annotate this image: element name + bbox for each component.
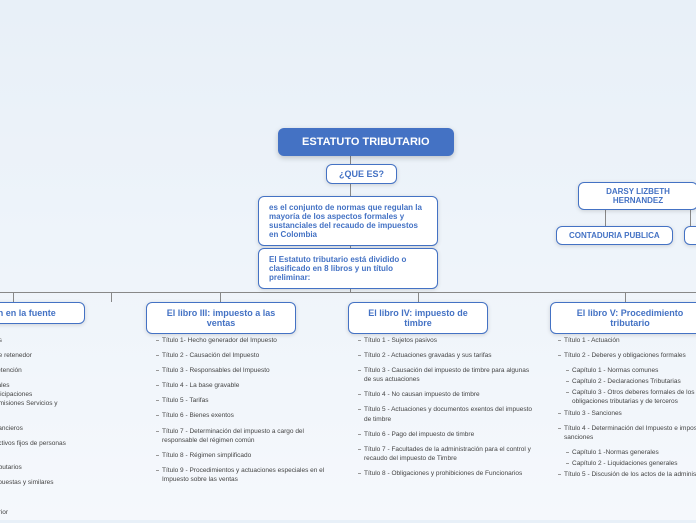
contaduria-box: CONTADURIA PUBLICA xyxy=(556,226,673,245)
lib4-items: Título 1 - Sujetos pasivos Título 2 - Ac… xyxy=(358,336,538,484)
person-box: DARSY LIZBETH HERNANDEZ xyxy=(578,182,696,210)
lib2-box: ención en la fuente xyxy=(0,302,85,324)
lib5-box: El libro V: Procedimiento tributario xyxy=(550,302,696,334)
que-es-box: ¿QUE ES? xyxy=(326,164,397,184)
description-1: es el conjunto de normas que regulan la … xyxy=(258,196,438,246)
tr-box: TR xyxy=(684,226,696,245)
lib3-items: Título 1- Hecho generador del Impuesto T… xyxy=(156,336,331,490)
root-title: ESTATUTO TRIBUTARIO xyxy=(278,128,454,156)
lib3-box: El libro III: impuesto a las ventas xyxy=(146,302,296,334)
lib5-items: Título 1 - Actuación Título 2 - Deberes … xyxy=(558,336,696,485)
lib2-items: ones Generales ones del agente retenedor… xyxy=(0,336,90,523)
description-2: El Estatuto tributario está dividido o c… xyxy=(258,248,438,289)
lib4-box: El libro IV: impuesto de timbre xyxy=(348,302,488,334)
